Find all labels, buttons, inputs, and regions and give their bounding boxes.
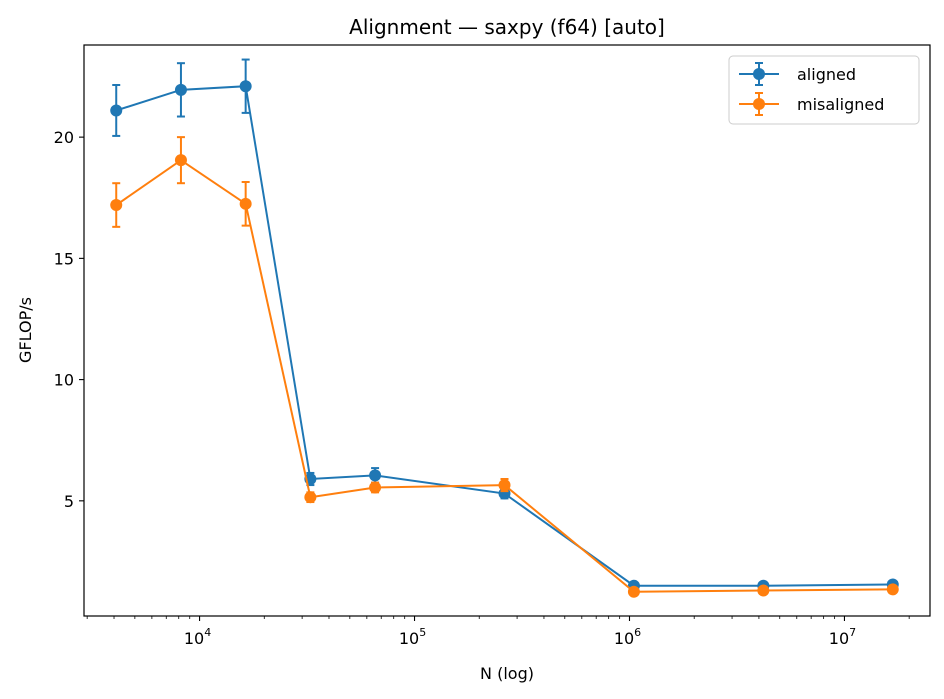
- data-point: [174, 83, 187, 96]
- y-axis-label: GFLOP/s: [16, 297, 35, 363]
- legend-label: aligned: [797, 65, 856, 84]
- legend-swatch-marker: [753, 68, 765, 80]
- x-tick-label: 104: [184, 626, 211, 648]
- y-tick-label: 5: [64, 492, 74, 511]
- data-point: [304, 491, 317, 504]
- y-tick-label: 15: [54, 249, 74, 268]
- data-point: [239, 80, 252, 93]
- data-point: [110, 104, 123, 117]
- data-point: [369, 481, 382, 494]
- x-axis-label: N (log): [480, 664, 534, 683]
- series-line: [115, 85, 893, 587]
- series-misaligned: [110, 136, 899, 598]
- y-tick-label: 10: [54, 371, 74, 390]
- y-axis: 5 10 15 20: [54, 128, 84, 511]
- x-tick-label: 107: [829, 626, 856, 648]
- legend-label: misaligned: [797, 95, 884, 114]
- series-layer: [110, 58, 899, 598]
- data-point: [239, 197, 252, 210]
- data-point: [498, 479, 511, 492]
- legend-swatch-marker: [753, 98, 765, 110]
- data-point: [369, 469, 382, 482]
- chart-title: Alignment — saxpy (f64) [auto]: [349, 15, 665, 39]
- data-point: [174, 154, 187, 167]
- plot-area-frame: [83, 44, 931, 617]
- x-tick-label: 106: [614, 626, 641, 648]
- series-aligned: [110, 58, 899, 592]
- x-axis: 104 105 106 107: [86, 616, 910, 648]
- data-point: [110, 199, 123, 212]
- legend-item-aligned: aligned: [739, 62, 856, 86]
- data-point: [757, 584, 770, 597]
- data-point: [627, 585, 640, 598]
- y-tick-label: 20: [54, 128, 74, 147]
- x-tick-label: 105: [399, 626, 426, 648]
- legend-item-misaligned: misaligned: [739, 92, 884, 116]
- data-point: [886, 583, 899, 596]
- series-line: [115, 158, 893, 593]
- legend: aligned misaligned: [728, 55, 920, 125]
